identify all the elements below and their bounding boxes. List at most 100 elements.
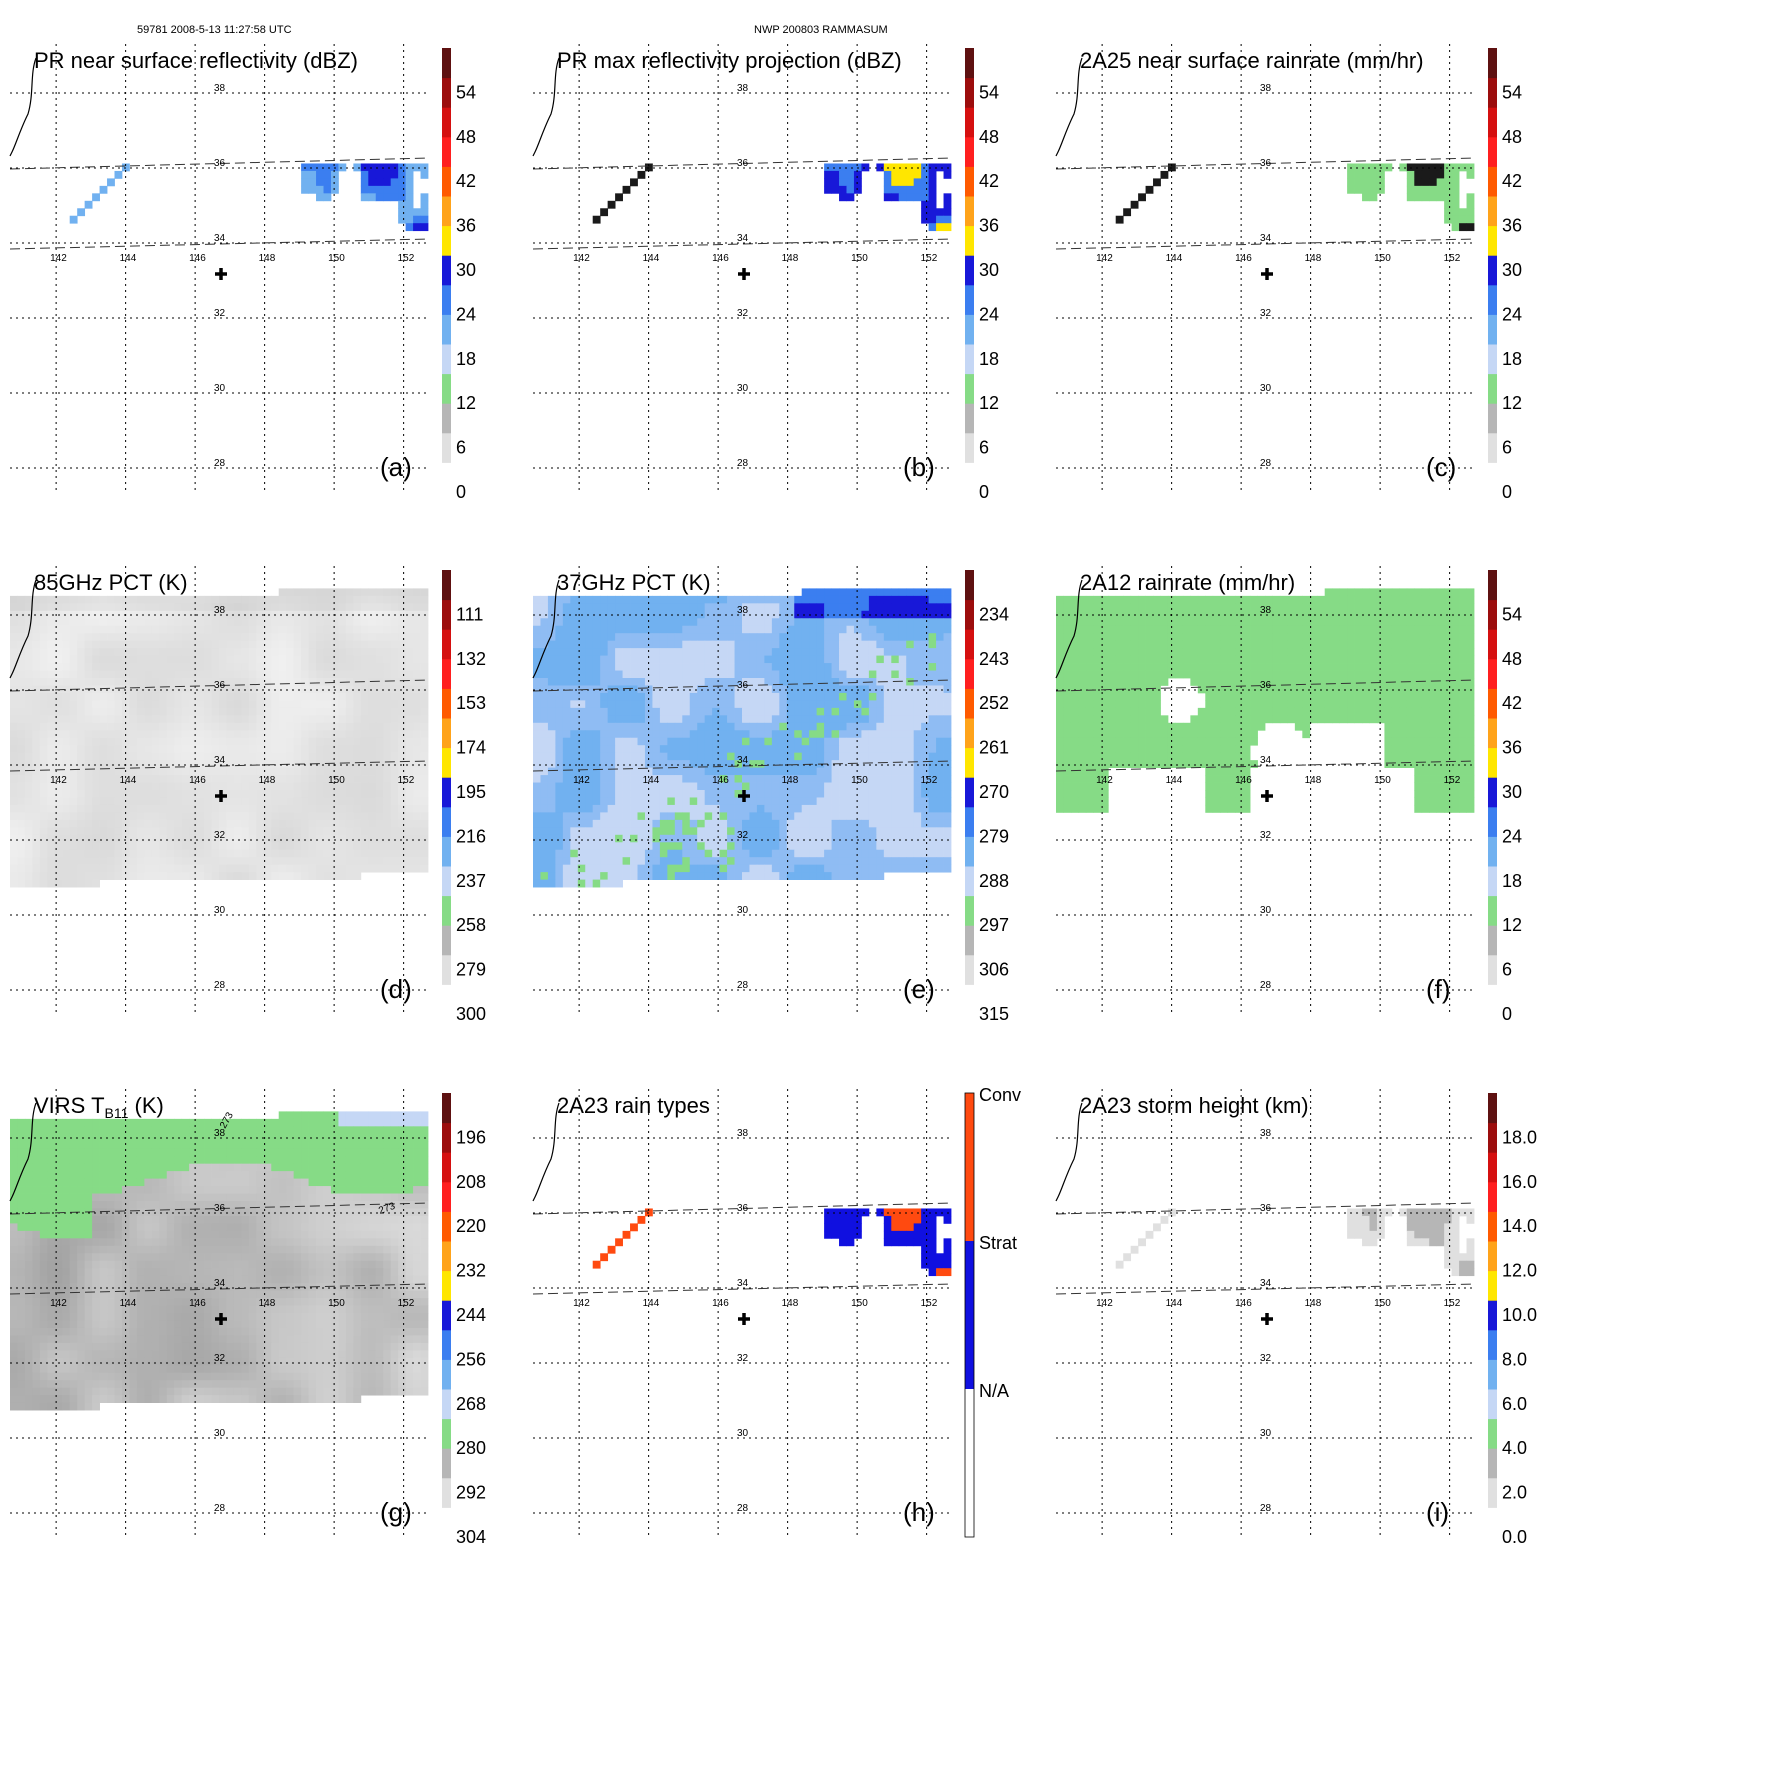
colorbar-label: 268 [456, 1394, 486, 1414]
y-tick-label: 32 [1260, 308, 1272, 319]
heatmap-i [1115, 1208, 1475, 1277]
gridlines [533, 1089, 951, 1537]
y-tick-label: 30 [214, 905, 226, 916]
colorbar-label: 12 [456, 393, 476, 413]
coastline [9, 57, 37, 157]
x-tick-label: 146 [712, 1298, 729, 1309]
y-tick-label: 32 [1260, 830, 1272, 841]
x-tick-label: 144 [120, 253, 137, 264]
x-tick-label: 142 [573, 1298, 590, 1309]
x-tick-label: 146 [1235, 1298, 1252, 1309]
panel-b: 142 144 146 148 150 152 38 36 34 32 30 28 PR max ref… [532, 44, 999, 502]
panel-d: 142 144 146 148 150 152 38 36 34 32 30 28 85GHz PCT … [9, 566, 486, 1024]
colorbar-label: 6 [456, 438, 466, 458]
y-tick-label: 34 [214, 755, 226, 766]
colorbar-label: 54 [1502, 82, 1522, 102]
colorbar: 315 306 297 288 279 270 261 252 243 234 [965, 570, 1009, 1024]
panel-label: (f) [1426, 974, 1451, 1004]
y-tick-label: 30 [737, 1428, 749, 1439]
coastline [9, 579, 37, 679]
colorbar-label: 24 [456, 304, 476, 324]
y-tick-label: 28 [214, 458, 226, 469]
colorbar-label: 304 [456, 1527, 486, 1547]
panels: 142 144 146 148 150 152 38 36 34 32 30 28 PR near su… [9, 44, 1537, 1547]
x-tick-label: 152 [398, 1298, 415, 1309]
header-orbit-time: 59781 2008-5-13 11:27:58 UTC [137, 24, 292, 36]
gridlines [1056, 566, 1474, 1014]
colorbar: 304 292 280 268 256 244 232 220 208 196 [442, 1093, 486, 1547]
colorbar-label: 315 [979, 1004, 1009, 1024]
colorbar-label: 24 [1502, 304, 1522, 324]
x-tick-label: 144 [1166, 1298, 1183, 1309]
x-tick-label: 144 [1166, 775, 1183, 786]
y-tick-label: 38 [1260, 1128, 1272, 1139]
y-tick-label: 32 [1260, 1353, 1272, 1364]
x-tick-label: 152 [398, 775, 415, 786]
y-tick-label: 36 [737, 1203, 749, 1214]
x-tick-label: 148 [1305, 253, 1322, 264]
x-tick-label: 144 [643, 775, 660, 786]
heatmap-d [10, 588, 429, 888]
x-tick-label: 142 [1096, 775, 1113, 786]
x-tick-label: 150 [1374, 775, 1391, 786]
y-tick-label: 30 [737, 383, 749, 394]
gridlines [10, 1089, 428, 1537]
colorbar-label: 237 [456, 871, 486, 891]
colorbar: 0 6 12 18 24 30 36 42 48 54 [442, 48, 476, 502]
colorbar-label: 8.0 [1502, 1349, 1527, 1369]
x-tick-label: 152 [921, 1298, 938, 1309]
coastline [532, 57, 560, 157]
panel-label: (b) [903, 452, 935, 482]
x-tick-label: 146 [712, 775, 729, 786]
x-tick-label: 146 [1235, 253, 1252, 264]
x-tick-label: 148 [782, 253, 799, 264]
panel-e: 142 144 146 148 150 152 38 36 34 32 30 28 37GHz PCT … [532, 566, 1009, 1024]
x-tick-label: 150 [328, 775, 345, 786]
swath-edges [532, 1202, 952, 1295]
colorbar-label: 30 [456, 260, 476, 280]
colorbar-label: 14.0 [1502, 1216, 1537, 1236]
colorbar-label: 18.0 [1502, 1127, 1537, 1147]
colorbar-label: 36 [979, 216, 999, 236]
colorbar-label: 232 [456, 1261, 486, 1281]
panel-title: 85GHz PCT (K) [34, 570, 188, 595]
swath-edges [9, 157, 429, 250]
y-tick-label: 38 [214, 83, 226, 94]
heatmap-a [69, 163, 429, 232]
colorbar-label: 220 [456, 1216, 486, 1236]
colorbar-label: 30 [979, 260, 999, 280]
storm-center-marker [738, 1313, 750, 1325]
coastline [1055, 57, 1083, 157]
x-tick-label: 142 [50, 1298, 67, 1309]
colorbar-label: 261 [979, 738, 1009, 758]
storm-center-marker [215, 790, 227, 802]
y-tick-label: 28 [737, 1503, 749, 1514]
colorbar-category: N/A [979, 1381, 1009, 1401]
colorbar-label: 48 [979, 127, 999, 147]
colorbar-label: 12 [1502, 915, 1522, 935]
swath-edges [9, 679, 429, 772]
x-tick-label: 146 [712, 253, 729, 264]
colorbar-label: 174 [456, 738, 486, 758]
y-tick-label: 32 [214, 830, 226, 841]
y-tick-label: 38 [737, 605, 749, 616]
y-tick-label: 38 [214, 605, 226, 616]
colorbar-label: 288 [979, 871, 1009, 891]
colorbar: 0 6 12 18 24 30 36 42 48 54 [965, 48, 999, 502]
colorbar-label: 111 [456, 604, 483, 624]
coastline [532, 1102, 560, 1202]
panel-label: (i) [1426, 1497, 1449, 1527]
y-tick-label: 32 [737, 830, 749, 841]
y-tick-label: 38 [1260, 605, 1272, 616]
colorbar: 300 279 258 237 216 195 174 153 132 111 [442, 570, 486, 1024]
colorbar-label: 30 [1502, 782, 1522, 802]
y-tick-label: 36 [214, 158, 226, 169]
heatmap-c [1115, 163, 1475, 232]
colorbar-label: 0 [1502, 482, 1512, 502]
colorbar-label: 280 [456, 1438, 486, 1458]
colorbar-category: Conv [979, 1085, 1021, 1105]
colorbar-label: 18 [979, 349, 999, 369]
colorbar: 0 6 12 18 24 30 36 42 48 54 [1488, 570, 1522, 1024]
x-tick-label: 148 [1305, 775, 1322, 786]
storm-center-marker [1261, 790, 1273, 802]
